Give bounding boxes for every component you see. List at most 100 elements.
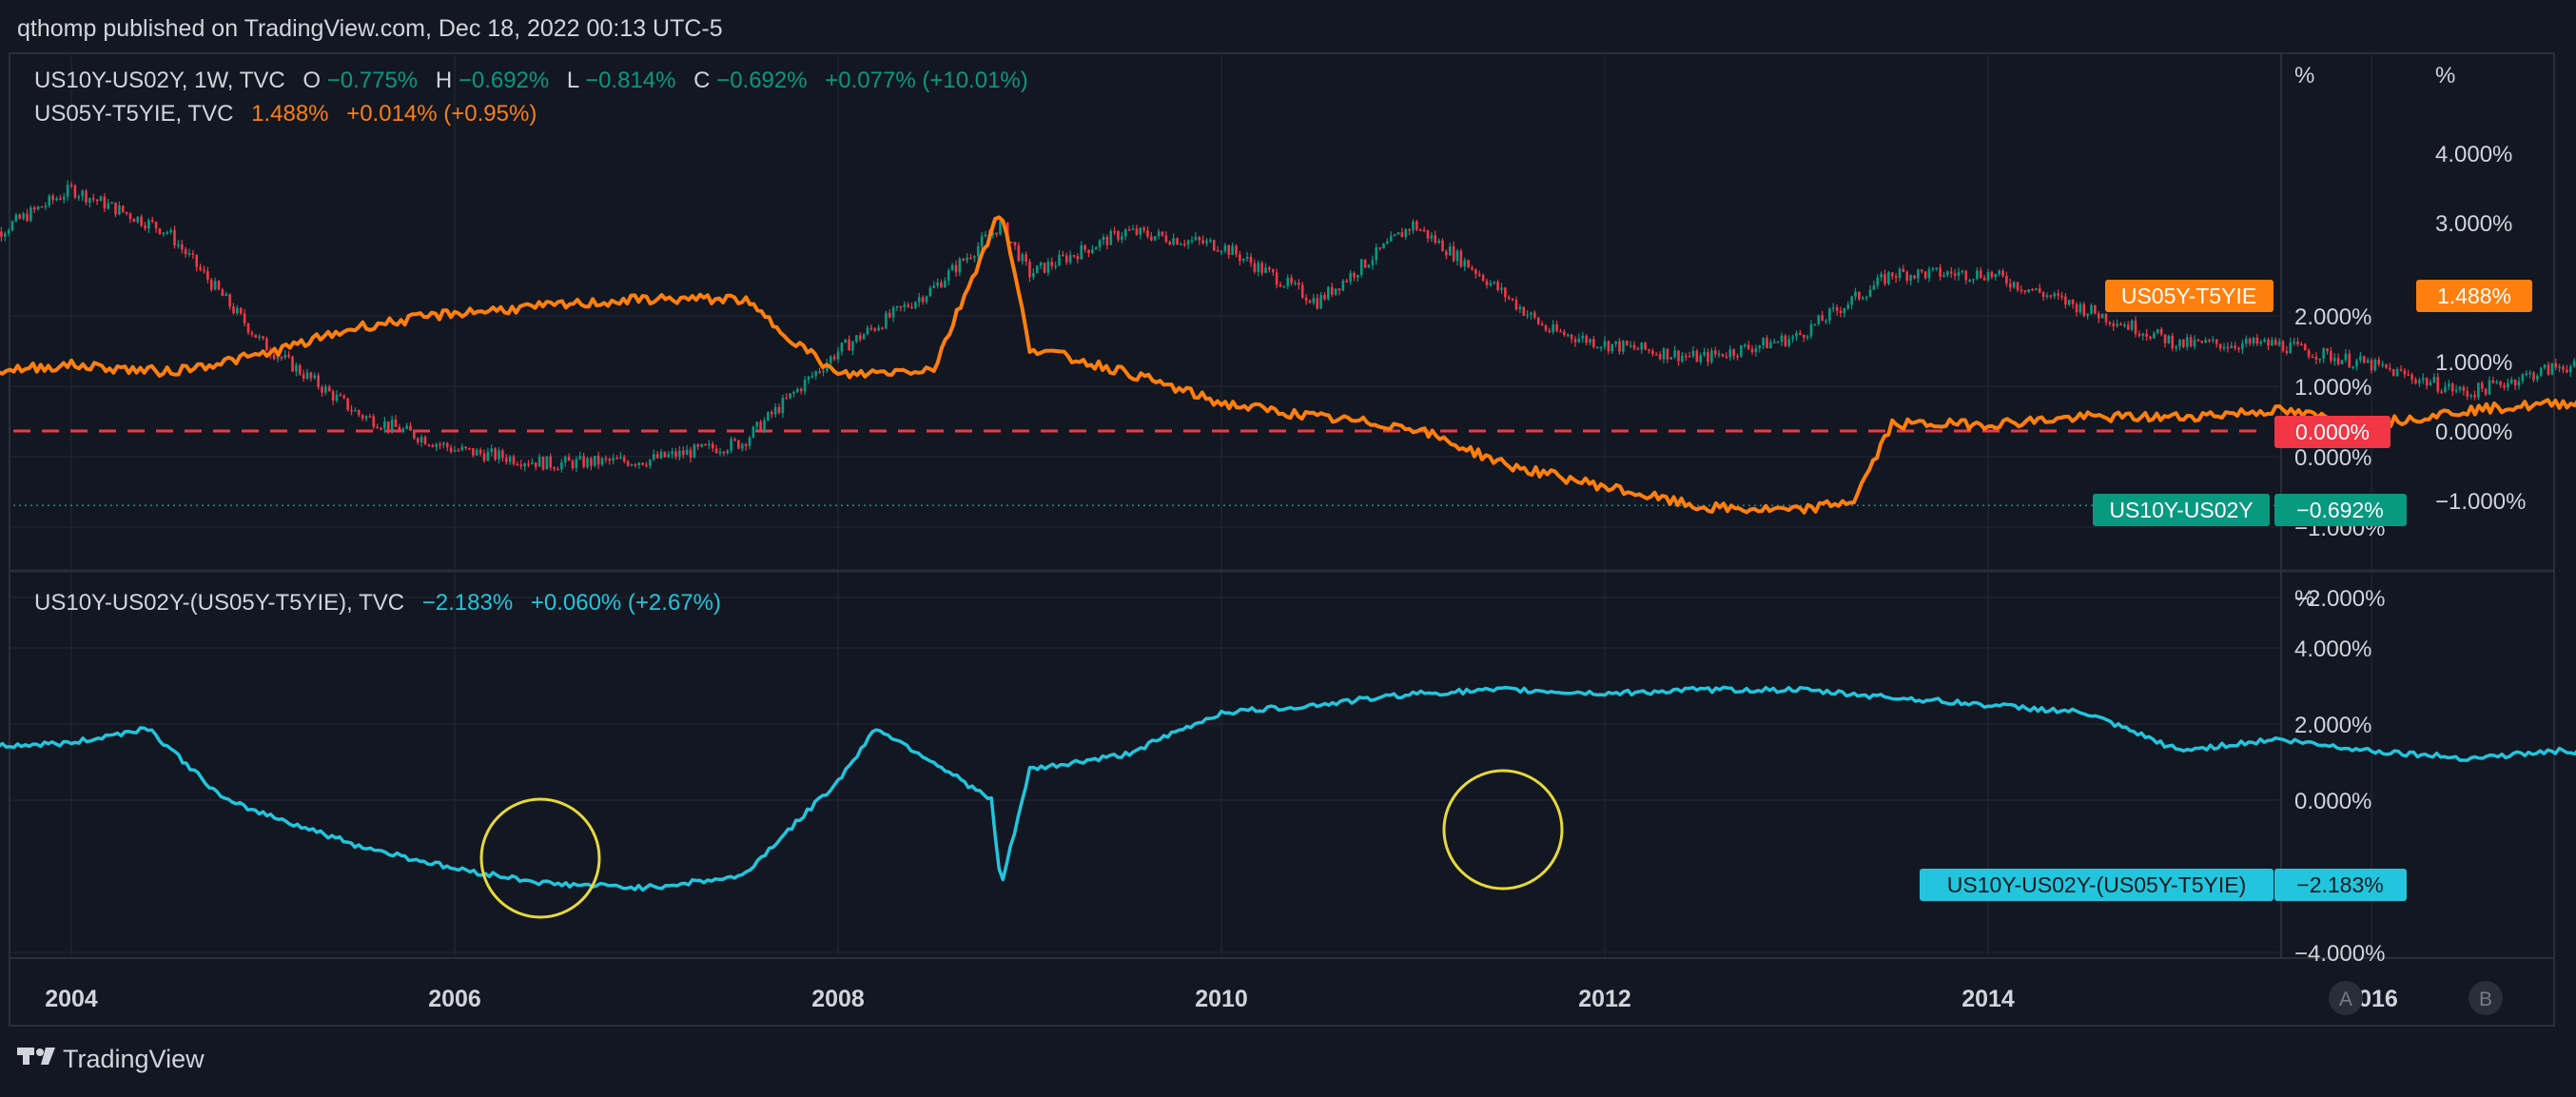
candle-body — [1128, 229, 1131, 231]
candle-body — [409, 425, 412, 430]
candle-body — [822, 371, 825, 373]
candle-body — [33, 207, 36, 209]
candle-body — [1791, 337, 1794, 340]
axis-button-b[interactable]: B — [2469, 981, 2503, 1015]
candle-body — [2175, 346, 2177, 348]
candle-body — [2322, 348, 2325, 359]
candle-body — [136, 217, 139, 223]
candle-body — [1614, 342, 1617, 344]
candle-body — [2525, 373, 2527, 375]
candle-body — [667, 454, 670, 457]
candle-body — [1769, 343, 1772, 348]
candle-body — [1673, 350, 1676, 357]
candle-body — [1113, 231, 1116, 233]
right-axis-tick: 4.000% — [2435, 142, 2512, 167]
candle-body — [2503, 385, 2506, 388]
candle-body — [155, 222, 158, 228]
candle-body — [1319, 295, 1322, 308]
candle-body — [336, 395, 339, 401]
candle-body — [1781, 336, 1784, 342]
candle-body — [973, 256, 976, 258]
candle-body — [1286, 278, 1289, 286]
candle-body — [696, 444, 699, 446]
candle-body — [995, 232, 998, 234]
candle-body — [900, 306, 903, 308]
candle-body — [1968, 280, 1971, 282]
candle-body — [517, 464, 519, 466]
x-axis-tick: 2014 — [1961, 986, 2015, 1012]
legend1-c-value: −0.692% — [716, 68, 807, 93]
candle-body — [560, 462, 563, 469]
candle-body — [1655, 354, 1658, 356]
legend1-change: +0.077% (+10.01%) — [825, 68, 1027, 93]
candle-body — [966, 258, 968, 261]
candle-body — [1681, 356, 1684, 362]
candle-body — [2079, 304, 2082, 313]
candle-body — [1121, 236, 1123, 239]
candle-body — [792, 392, 795, 394]
candle-body — [1555, 324, 1558, 331]
candle-body — [1106, 237, 1109, 245]
candle-body — [1437, 241, 1440, 243]
candle-body — [2145, 334, 2148, 337]
candle-body — [1044, 263, 1046, 273]
candle-body — [2381, 364, 2384, 366]
candle-body — [2035, 288, 2038, 290]
candle-body — [2477, 383, 2480, 398]
candle-body — [92, 198, 95, 200]
candle-body — [2440, 391, 2443, 393]
candle-body — [1980, 271, 1982, 278]
left-axis-tick: −2.000% — [2294, 586, 2385, 612]
candle-body — [1095, 247, 1098, 249]
candle-body — [361, 415, 364, 419]
candle-body — [100, 197, 103, 202]
candle-body — [2488, 381, 2491, 395]
right-axis-tick: −1.000% — [2435, 489, 2526, 515]
candle-body — [1825, 321, 1827, 323]
candle-body — [678, 451, 681, 458]
candle-body — [110, 203, 113, 205]
candle-body — [1305, 298, 1308, 301]
legend3-value: −2.183% — [422, 590, 513, 616]
candle-body — [1883, 274, 1886, 284]
candle-body — [1821, 315, 1824, 321]
legend1-h-value: −0.692% — [459, 68, 549, 93]
candle-body — [1891, 272, 1894, 276]
candle-body — [1677, 350, 1680, 361]
candle-body — [2566, 370, 2568, 373]
candle-body — [1154, 236, 1157, 241]
candle-body — [2558, 366, 2561, 368]
candle-body — [918, 297, 921, 302]
axis-button-a[interactable]: A — [2329, 981, 2363, 1015]
candle-body — [104, 197, 107, 209]
candle-body — [1445, 251, 1448, 255]
candle-body — [1217, 250, 1220, 252]
candle-body — [144, 225, 146, 228]
candle-body — [2414, 380, 2417, 383]
candle-body — [487, 452, 490, 461]
candle-body — [851, 342, 854, 350]
candle-body — [2259, 342, 2262, 343]
candle-body — [380, 428, 382, 430]
candle-body — [704, 444, 707, 446]
candle-body — [936, 283, 939, 285]
candle-body — [1846, 304, 1849, 308]
candle-body — [81, 190, 84, 196]
candle-body — [1073, 255, 1076, 257]
candle-body — [4, 233, 7, 236]
candle-body — [1158, 231, 1161, 236]
candle-body — [1530, 313, 1532, 315]
candle-body — [774, 407, 777, 414]
candle-body — [922, 297, 925, 302]
cyan-value-label: −2.183% — [2274, 869, 2407, 901]
candle-body — [2076, 304, 2078, 313]
candle-body — [2190, 337, 2193, 345]
candle-body — [619, 457, 622, 459]
candle-body — [1463, 260, 1466, 266]
candle-body — [2001, 271, 2004, 276]
candle-body — [2481, 383, 2484, 389]
candle-body — [1596, 347, 1599, 349]
candle-body — [2422, 378, 2425, 380]
candle-body — [818, 371, 821, 373]
